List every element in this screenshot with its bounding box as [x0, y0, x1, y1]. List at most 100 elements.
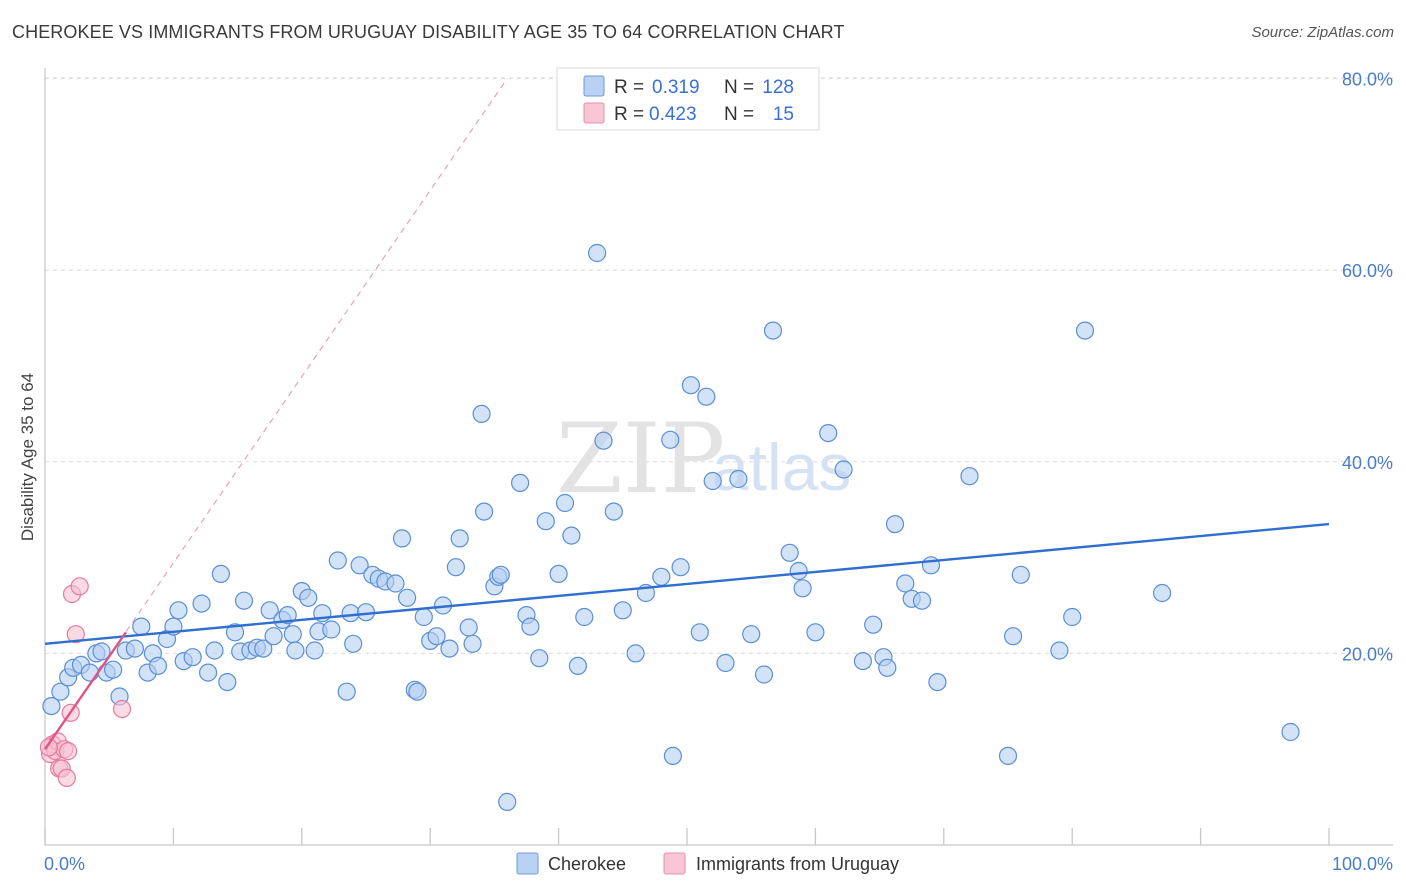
cherokee-point-66	[459, 618, 478, 637]
cherokee-point-55	[392, 529, 412, 548]
cherokee-point-67	[463, 634, 482, 653]
watermark-zip: ZIP	[556, 403, 725, 515]
cherokee-point-26	[218, 672, 237, 692]
cherokee-point-16	[148, 656, 168, 676]
cherokee-point-64	[446, 558, 465, 577]
cherokee-point-86	[604, 502, 623, 521]
cherokee-point-126	[1152, 583, 1172, 603]
cherokee-point-7	[92, 642, 111, 661]
cherokee-point-123	[1050, 641, 1069, 660]
cherokee-point-40	[299, 588, 318, 607]
legend-r-value-2: 0.423	[649, 104, 697, 125]
y-tick-labels: 20.0% 40.0% 60.0% 80.0%	[1342, 70, 1393, 665]
cherokee-point-109	[853, 651, 873, 671]
cherokee-point-22	[192, 594, 211, 613]
cherokee-point-45	[328, 551, 347, 570]
cherokee-point-36	[278, 605, 297, 625]
cherokee-point-46	[337, 682, 356, 701]
cherokee-point-121	[1003, 627, 1023, 646]
cherokee-point-103	[780, 543, 799, 562]
cherokee-point-47	[341, 604, 360, 623]
cherokee-point-65	[450, 529, 469, 548]
cherokee-point-116	[912, 591, 932, 610]
legend-n-value-2: 15	[773, 104, 794, 125]
chart-title: CHEROKEE VS IMMIGRANTS FROM URUGUAY DISA…	[12, 22, 845, 42]
cherokee-point-61	[427, 627, 446, 646]
legend: R = 0.319 N = 128 R = 0.423 N = 15	[556, 67, 820, 131]
cherokee-point-59	[414, 607, 433, 627]
cherokee-point-108	[834, 460, 853, 479]
cherokee-point-88	[626, 644, 645, 663]
y-tick-label-60: 60.0%	[1342, 261, 1393, 281]
cherokee-point-79	[549, 564, 568, 584]
uruguay-point-7	[57, 768, 76, 788]
cherokee-point-13	[132, 617, 151, 636]
cherokee-point-73	[498, 792, 517, 812]
bottom-legend-label-uruguay: Immigrants from Uruguay	[696, 854, 899, 874]
cherokee-point-24	[205, 641, 224, 660]
watermark-atlas: atlas	[712, 430, 851, 504]
trend-lines	[44, 78, 1330, 750]
legend-swatch-uruguay	[583, 102, 605, 124]
cherokee-point-120	[998, 746, 1018, 766]
y-tick-label-20: 20.0%	[1342, 644, 1393, 664]
source-label: Source: ZipAtlas.com	[1251, 24, 1394, 41]
cherokee-point-25	[211, 564, 230, 584]
cherokee-point-83	[575, 607, 594, 627]
cherokee-point-12	[125, 639, 144, 658]
bottom-legend-label-cherokee: Cherokee	[548, 854, 626, 874]
cherokee-point-92	[663, 746, 683, 766]
cherokee-point-94	[681, 376, 701, 395]
cherokee-point-87	[613, 601, 632, 620]
cherokee-point-34	[264, 627, 283, 646]
cherokee-point-93	[671, 558, 690, 577]
x-axis-ticks	[44, 828, 1330, 845]
cherokee-point-105	[793, 579, 812, 598]
cherokee-point-27	[225, 623, 245, 642]
cherokee-point-107	[819, 424, 838, 443]
uruguay-point-14	[39, 738, 59, 757]
cherokee-point-32	[254, 639, 273, 658]
cherokee-point-127	[1281, 722, 1300, 742]
cherokee-point-74	[510, 473, 530, 492]
legend-n-label-1: N =	[724, 77, 754, 98]
cherokee-point-68	[472, 404, 491, 423]
legend-r-value-1: 0.319	[652, 77, 700, 98]
cherokee-point-104	[789, 561, 808, 581]
cherokee-point-101	[754, 665, 774, 684]
cherokee-point-122	[1011, 565, 1030, 584]
cherokee-point-125	[1075, 321, 1095, 340]
cherokee-point-76	[521, 617, 540, 636]
y-tick-label-40: 40.0%	[1342, 453, 1393, 473]
cherokee-point-118	[928, 672, 947, 692]
cherokee-point-119	[960, 467, 979, 486]
cherokee-point-19	[169, 601, 188, 620]
cherokee-point-58	[408, 682, 427, 701]
cherokee-point-33	[260, 601, 279, 620]
cherokee-point-95	[690, 623, 709, 642]
y-tick-label-80: 80.0%	[1342, 70, 1393, 90]
cherokee-point-9	[103, 660, 123, 679]
uruguay-point-8	[58, 741, 78, 761]
cherokee-point-84	[587, 243, 607, 263]
cherokee-point-98	[716, 653, 735, 673]
cherokee-point-23	[199, 663, 218, 682]
cherokee-point-114	[896, 574, 915, 593]
cherokee-point-117	[921, 556, 941, 575]
cherokee-point-77	[530, 649, 549, 668]
bottom-legend: Cherokee Immigrants from Uruguay	[516, 852, 899, 875]
cherokee-point-48	[344, 634, 363, 653]
bottom-legend-swatch-cherokee	[516, 852, 539, 875]
cherokee-point-80	[555, 493, 575, 513]
cherokee-point-97	[703, 471, 722, 491]
cherokee-point-41	[305, 641, 324, 660]
cherokee-point-96	[697, 387, 716, 406]
bottom-legend-swatch-uruguay	[663, 852, 686, 875]
cherokee-point-112	[878, 658, 897, 677]
cherokee-point-113	[885, 514, 905, 534]
trend-line-uruguay	[44, 631, 127, 750]
cherokee-point-91	[661, 430, 680, 449]
legend-r-label-1: R =	[614, 77, 644, 98]
legend-swatch-cherokee	[583, 75, 605, 97]
